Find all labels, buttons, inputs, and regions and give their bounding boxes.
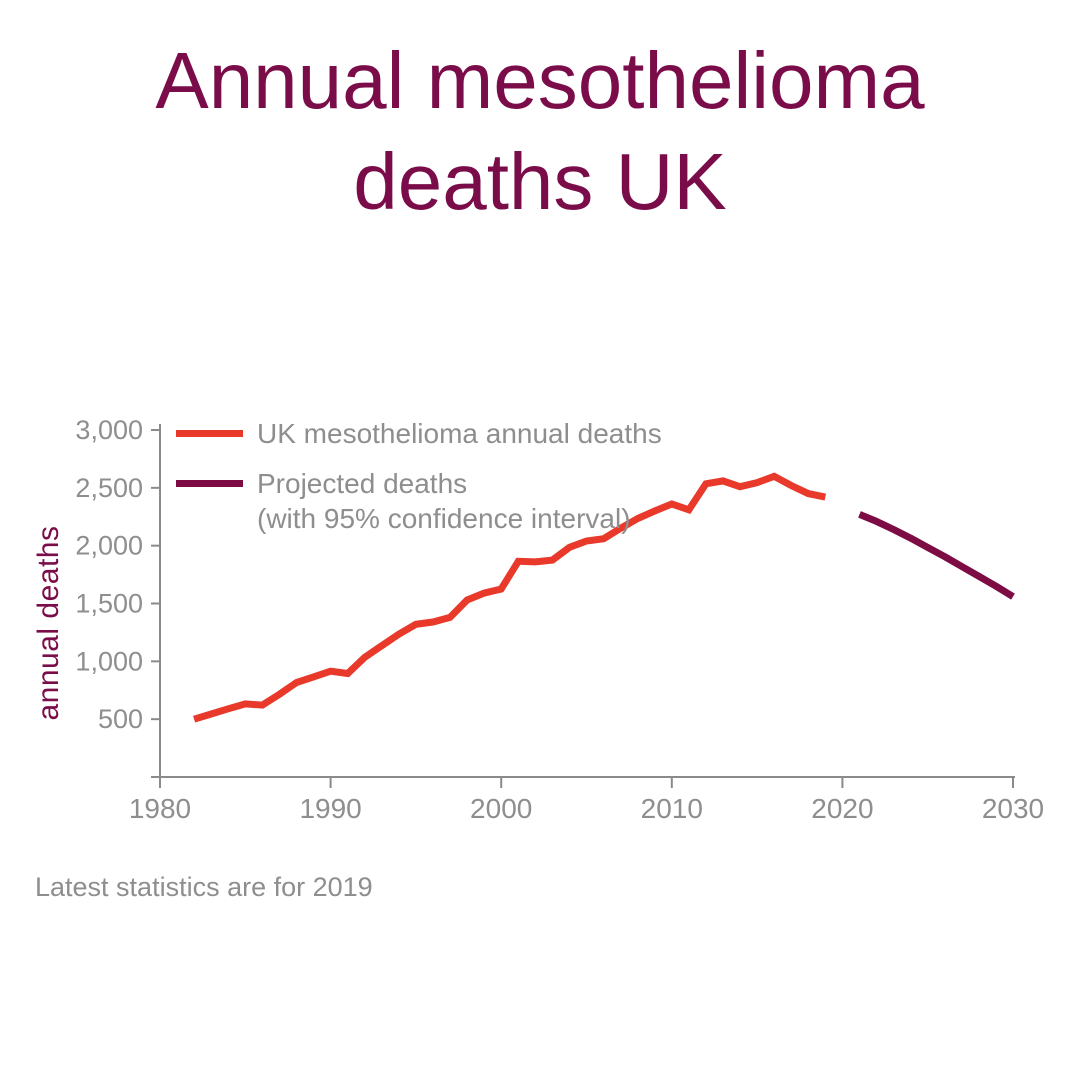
footnote: Latest statistics are for 2019	[35, 872, 373, 902]
legend-item-label: UK mesothelioma annual deaths	[257, 418, 662, 449]
x-tick-label: 2020	[811, 793, 873, 824]
series-line-actual-deaths	[193, 472, 827, 723]
y-tick-label: 1,000	[75, 646, 143, 676]
legend-item: UK mesothelioma annual deaths	[176, 416, 662, 451]
y-tick-label: 2,500	[75, 473, 143, 503]
series-line-projected-deaths	[858, 511, 1015, 600]
legend-item-label: Projected deaths (with 95% confidence int…	[257, 468, 631, 534]
page-title-line2: deaths UK	[353, 137, 727, 226]
chart-legend: UK mesothelioma annual deaths Projected d…	[176, 416, 662, 551]
y-tick-label: 3,000	[75, 415, 143, 445]
y-tick-label: 1,500	[75, 589, 143, 619]
page-title-line1: Annual mesothelioma	[155, 36, 925, 125]
legend-item: Projected deaths (with 95% confidence int…	[176, 466, 662, 536]
x-tick-label: 2000	[470, 793, 532, 824]
legend-swatch-line	[176, 430, 243, 437]
y-tick-label: 2,000	[75, 531, 143, 561]
y-axis-title: annual deaths	[32, 525, 65, 721]
x-tick-label: 2030	[982, 793, 1044, 824]
x-tick-label: 2010	[641, 793, 703, 824]
page-title: Annual mesothelioma deaths UK	[0, 30, 1080, 232]
y-tick-label: 500	[98, 704, 143, 734]
x-tick-label: 1990	[299, 793, 361, 824]
legend-swatch-line	[176, 480, 243, 487]
x-tick-label: 1980	[129, 793, 191, 824]
